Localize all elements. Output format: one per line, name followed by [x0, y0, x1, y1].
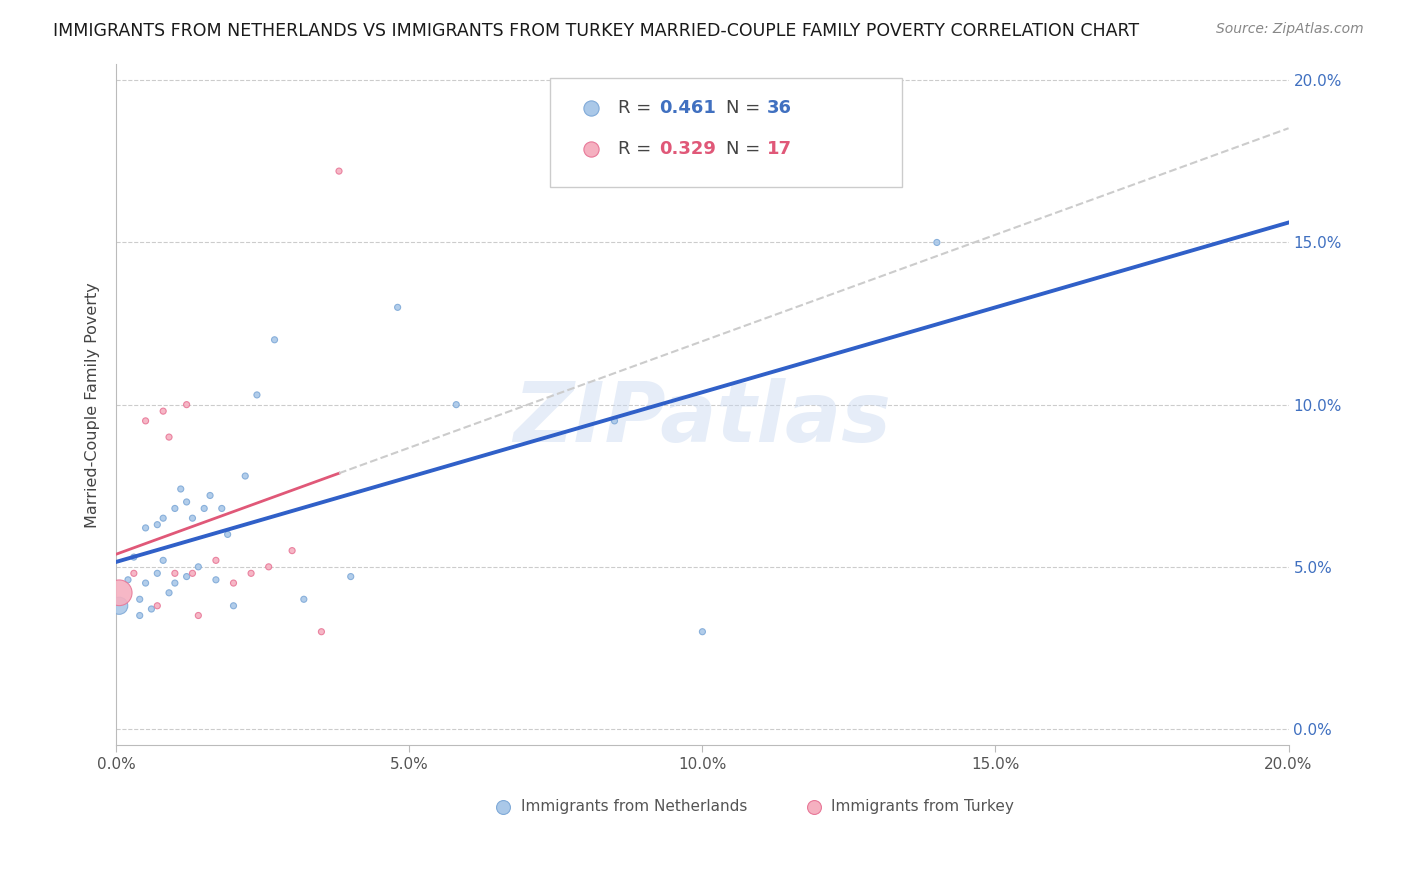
- Text: 0.461: 0.461: [659, 99, 716, 118]
- Point: [387, 301, 409, 315]
- Point: [311, 624, 333, 639]
- Point: [157, 430, 180, 444]
- Point: [328, 164, 350, 178]
- Point: [193, 501, 215, 516]
- Text: 36: 36: [766, 99, 792, 118]
- Point: [205, 553, 228, 567]
- Point: [146, 566, 169, 581]
- Point: [240, 566, 263, 581]
- Point: [128, 608, 150, 623]
- Point: [281, 543, 304, 558]
- Point: [198, 488, 221, 502]
- Text: 17: 17: [766, 140, 792, 158]
- Point: [233, 469, 256, 483]
- Point: [176, 495, 198, 509]
- Text: N =: N =: [725, 99, 766, 118]
- Point: [603, 414, 626, 428]
- Point: [257, 559, 280, 574]
- Point: [263, 333, 285, 347]
- Point: [152, 404, 174, 418]
- Point: [152, 553, 174, 567]
- Point: [170, 482, 193, 496]
- Point: [163, 566, 186, 581]
- Point: [222, 599, 245, 613]
- Point: [146, 599, 169, 613]
- Point: [187, 608, 209, 623]
- Point: [692, 624, 714, 639]
- Text: Immigrants from Turkey: Immigrants from Turkey: [831, 799, 1014, 814]
- Text: R =: R =: [619, 140, 657, 158]
- Point: [339, 569, 361, 583]
- Point: [217, 527, 239, 541]
- Point: [187, 559, 209, 574]
- Y-axis label: Married-Couple Family Poverty: Married-Couple Family Poverty: [86, 282, 100, 527]
- Point: [222, 576, 245, 591]
- Point: [205, 573, 228, 587]
- Point: [108, 586, 131, 600]
- Point: [135, 576, 157, 591]
- Point: [292, 592, 315, 607]
- Text: 0.329: 0.329: [659, 140, 716, 158]
- Point: [176, 569, 198, 583]
- Point: [117, 573, 139, 587]
- Point: [925, 235, 948, 250]
- Point: [163, 576, 186, 591]
- Text: R =: R =: [619, 99, 657, 118]
- Point: [181, 566, 204, 581]
- Point: [122, 566, 145, 581]
- Point: [152, 511, 174, 525]
- Text: IMMIGRANTS FROM NETHERLANDS VS IMMIGRANTS FROM TURKEY MARRIED-COUPLE FAMILY POVE: IMMIGRANTS FROM NETHERLANDS VS IMMIGRANT…: [53, 22, 1139, 40]
- Point: [108, 599, 131, 613]
- Point: [135, 521, 157, 535]
- Text: Source: ZipAtlas.com: Source: ZipAtlas.com: [1216, 22, 1364, 37]
- Point: [176, 398, 198, 412]
- Point: [141, 602, 163, 616]
- Text: Immigrants from Netherlands: Immigrants from Netherlands: [520, 799, 747, 814]
- Point: [444, 398, 467, 412]
- Point: [157, 586, 180, 600]
- FancyBboxPatch shape: [550, 78, 901, 186]
- Point: [128, 592, 150, 607]
- Point: [181, 511, 204, 525]
- Point: [122, 550, 145, 565]
- Point: [246, 388, 269, 402]
- Text: N =: N =: [725, 140, 766, 158]
- Text: ZIPatlas: ZIPatlas: [513, 378, 891, 458]
- Point: [146, 517, 169, 532]
- Point: [211, 501, 233, 516]
- Point: [163, 501, 186, 516]
- Point: [135, 414, 157, 428]
